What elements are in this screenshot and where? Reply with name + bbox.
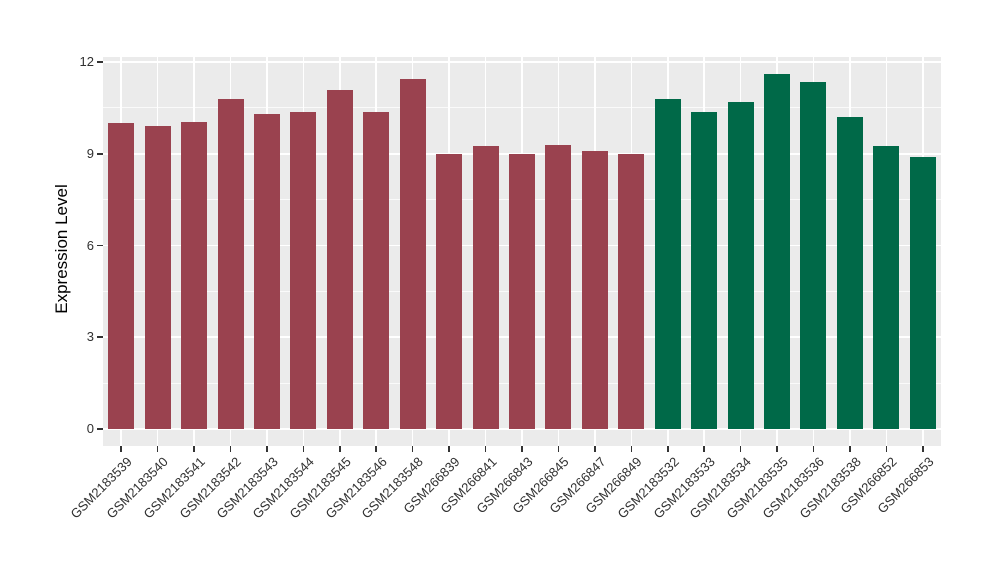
bar — [836, 117, 863, 429]
y-tick-label: 0 — [86, 421, 94, 436]
y-axis-tick — [97, 336, 103, 339]
bar — [654, 98, 681, 429]
x-axis-tick — [229, 446, 232, 452]
bar — [545, 144, 572, 429]
x-axis-tick — [302, 446, 305, 452]
y-axis-tick — [97, 244, 103, 247]
x-axis-tick — [193, 446, 195, 452]
bar — [363, 112, 390, 429]
y-tick-label: 12 — [79, 54, 94, 70]
bar — [144, 126, 171, 429]
y-tick-label: 9 — [86, 145, 94, 161]
x-axis-tick — [448, 446, 450, 452]
x-axis-tick — [630, 446, 633, 452]
y-axis-tick — [97, 428, 103, 430]
x-axis-tick — [266, 446, 268, 452]
bar — [472, 146, 499, 429]
y-axis-tick — [97, 61, 103, 63]
bar — [509, 153, 535, 429]
x-axis-tick — [339, 446, 341, 452]
bar — [873, 146, 900, 429]
x-axis-tick — [739, 446, 742, 452]
x-axis-tick — [156, 446, 159, 452]
x-axis-tick — [375, 446, 378, 452]
bar — [691, 112, 718, 429]
bar — [436, 153, 463, 429]
x-axis-tick — [557, 446, 560, 452]
bar — [217, 98, 244, 429]
chart-panel — [103, 57, 941, 446]
bar — [290, 112, 317, 429]
x-axis-tick — [812, 446, 815, 452]
bar — [618, 153, 645, 429]
x-axis-tick — [484, 446, 487, 452]
bar — [181, 121, 208, 429]
bar — [581, 150, 608, 429]
x-axis-tick — [776, 446, 778, 452]
x-axis-tick — [411, 446, 414, 452]
bar — [326, 89, 353, 429]
x-axis-tick — [921, 446, 924, 452]
x-axis-tick — [666, 446, 669, 452]
y-axis-tick — [97, 152, 103, 155]
x-axis-tick — [594, 446, 596, 452]
bar — [108, 123, 135, 429]
y-tick-label: 6 — [86, 237, 94, 253]
x-axis-tick — [849, 446, 851, 452]
bar — [399, 78, 426, 429]
bar — [253, 114, 280, 429]
x-axis-tick — [703, 446, 705, 452]
x-axis-tick — [885, 446, 888, 452]
x-axis-tick — [521, 446, 523, 452]
y-tick-label: 3 — [86, 329, 94, 345]
bar — [800, 81, 827, 429]
bar — [764, 74, 791, 429]
bar — [727, 101, 754, 429]
x-axis-tick — [120, 446, 122, 452]
bar — [909, 156, 936, 429]
